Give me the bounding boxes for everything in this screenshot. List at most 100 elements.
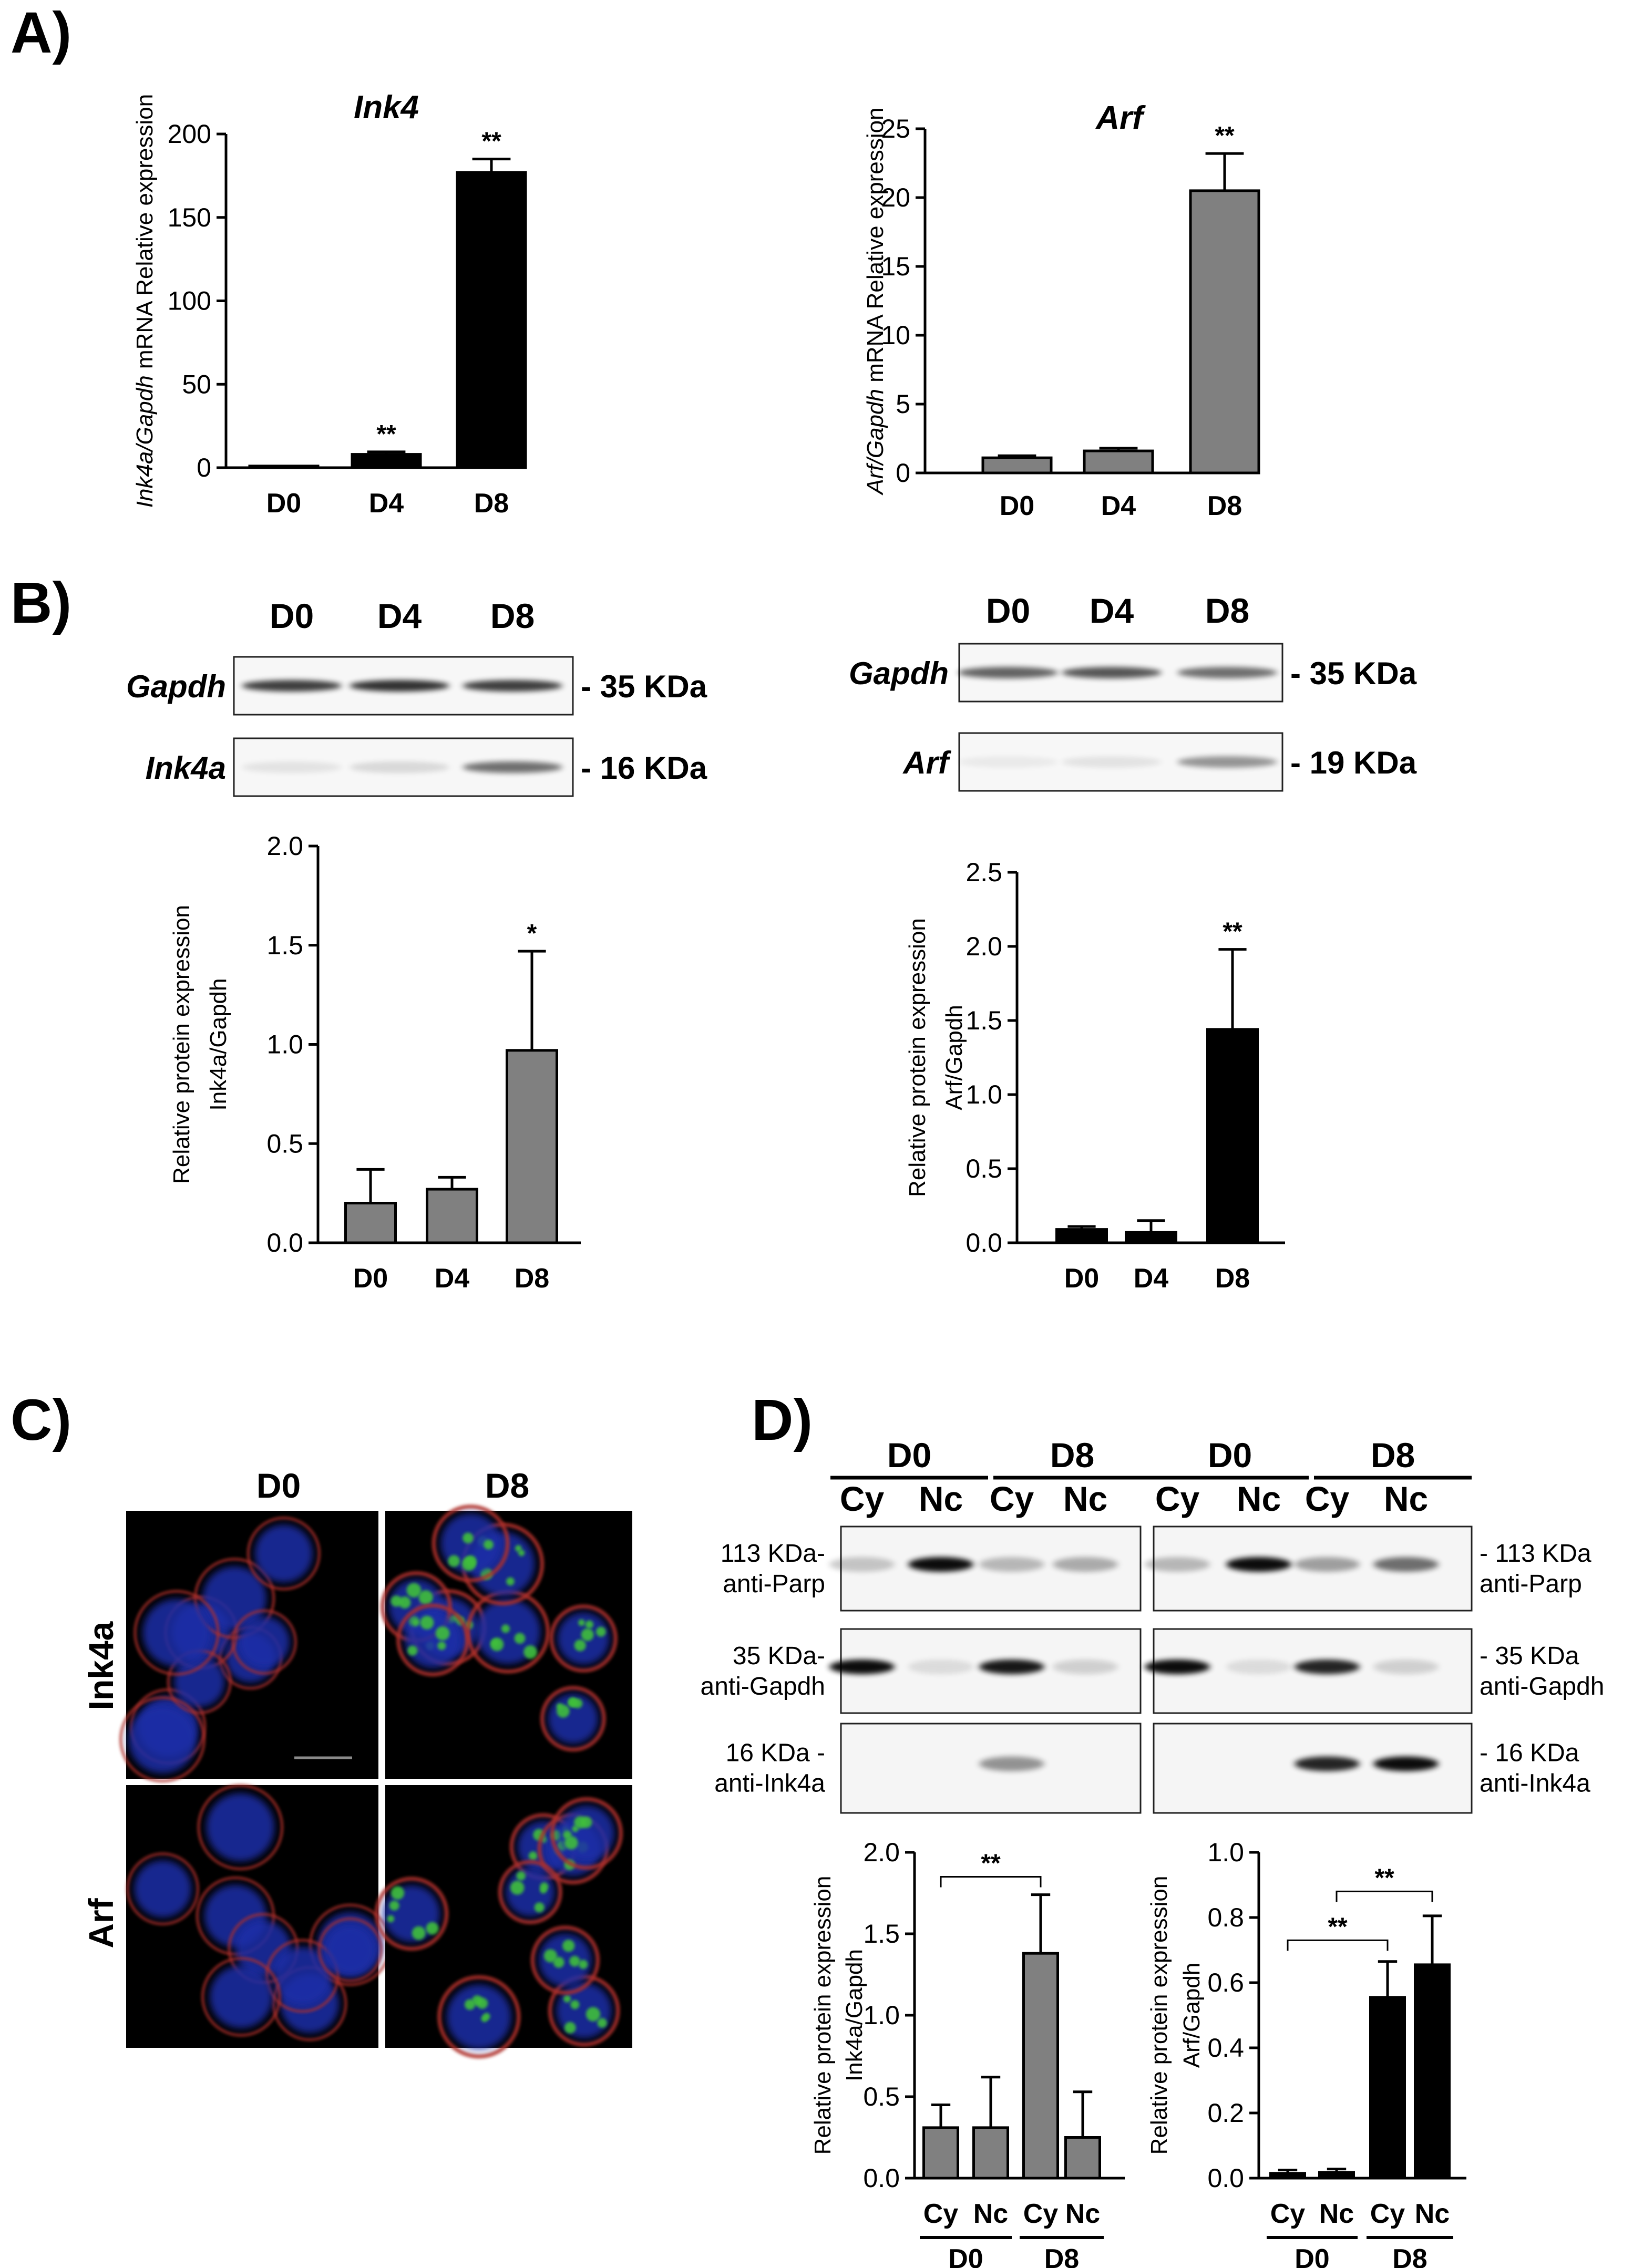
green-signal: [585, 1620, 594, 1629]
group-label: D8: [1050, 1436, 1094, 1475]
y-axis-label: Relative protein expression: [905, 918, 930, 1197]
bar: [1206, 1028, 1259, 1244]
panel-letter-a: A): [11, 1, 71, 65]
cell-membrane: [133, 1590, 220, 1676]
significance-label: **: [481, 128, 501, 156]
cell-nucleus: [404, 1612, 461, 1668]
blot-protein-label: Ink4a: [146, 750, 226, 786]
x-tick-label: D8: [1215, 1263, 1250, 1294]
lane-label: D0: [270, 596, 314, 635]
bar: [506, 1049, 558, 1244]
green-signal: [435, 1626, 450, 1641]
panel-letter-b: B): [11, 571, 71, 635]
y-tick-label: 15: [881, 252, 910, 281]
significance-label: **: [1223, 918, 1242, 946]
cell-membrane: [540, 1686, 607, 1752]
y-tick-label: 0.8: [1207, 1903, 1244, 1932]
green-signal: [562, 1940, 575, 1952]
chart-title: Arf: [1095, 100, 1146, 136]
bar: [1083, 449, 1154, 475]
blot-label-left: 16 KDa -: [726, 1739, 825, 1767]
y-tick-label: 0.5: [863, 2082, 900, 2111]
green-signal: [553, 1956, 564, 1968]
x-tick-label: D4: [435, 1263, 470, 1294]
green-signal: [543, 1949, 558, 1963]
protein-band: [350, 680, 449, 692]
lane-label: Nc: [1237, 1479, 1281, 1518]
protein-band: [242, 761, 342, 773]
y-tick-label: 2.5: [966, 858, 1002, 887]
green-signal: [490, 1637, 504, 1652]
y-tick-label: 0.5: [266, 1129, 303, 1158]
lane-label: D8: [490, 596, 535, 635]
green-signal: [578, 1960, 588, 1969]
y-tick-label: 20: [881, 183, 910, 212]
y-tick-label: 1.0: [1207, 1838, 1244, 1867]
y-tick-label: 0.0: [266, 1228, 303, 1257]
green-signal: [514, 1633, 526, 1644]
significance-label: *: [527, 920, 537, 947]
x-tick-label: Cy: [1370, 2199, 1405, 2229]
bar: [1318, 2171, 1355, 2180]
row-label: Ink4a: [81, 1621, 120, 1710]
bar: [981, 456, 1053, 475]
blot-protein-label: Gapdh: [126, 669, 226, 704]
blot-protein-label: Gapdh: [849, 656, 949, 691]
bracket-label: **: [1374, 1864, 1394, 1892]
green-signal: [569, 1955, 580, 1967]
cell-nucleus: [209, 1965, 273, 2028]
protein-band: [1145, 1557, 1210, 1572]
green-signal: [437, 1641, 446, 1651]
significance-bracket: [940, 1876, 1042, 1888]
chart-title: Ink4: [354, 89, 419, 126]
green-signal: [578, 1619, 585, 1626]
lane-label: D4: [377, 596, 422, 635]
protein-band: [1177, 756, 1277, 768]
bar: [344, 1202, 397, 1244]
blot-label-left: anti-Ink4a: [714, 1769, 825, 1797]
bar: [1022, 1952, 1059, 2180]
green-signal: [476, 1997, 488, 2009]
protein-band: [242, 680, 342, 692]
protein-band: [1295, 1557, 1360, 1572]
y-tick-label: 0: [197, 453, 211, 482]
cell-membrane: [197, 1784, 284, 1870]
lane-label: Cy: [840, 1479, 885, 1518]
y-tick-label: 0.0: [1207, 2163, 1244, 2193]
bar: [426, 1188, 478, 1244]
group-label: D8: [1392, 2244, 1427, 2268]
cell-nucleus: [173, 1656, 225, 1707]
blot-label-left: anti-Gapdh: [701, 1673, 826, 1700]
x-tick-label: D8: [1207, 491, 1242, 521]
chart-a-arf: 0 5 10 15 20 25 Arf Arf/Gapdh mRNA Relative exp…: [862, 100, 1260, 521]
cell-membrane: [232, 1609, 297, 1675]
x-tick-label: Nc: [1415, 2199, 1450, 2229]
green-signal: [570, 2000, 580, 2009]
chart-b-arf: 0.0 0.5 1.0 1.5 2.0 2.5 Relative protein expre…: [905, 858, 1285, 1294]
y-tick-label: 2.0: [863, 1838, 900, 1867]
molecular-weight-label: - 35 KDa: [581, 669, 707, 704]
cell-nucleus: [239, 1616, 290, 1668]
protein-band: [908, 1557, 973, 1572]
cell-membrane: [119, 1696, 206, 1782]
x-tick-label: D0: [1064, 1263, 1099, 1294]
cell-membrane: [498, 1860, 562, 1924]
y-tick-label: 0.5: [966, 1154, 1002, 1183]
y-tick-label: 0.2: [1207, 2098, 1244, 2128]
green-signal: [461, 1557, 476, 1571]
protein-band: [1295, 1659, 1360, 1674]
bar: [1125, 1231, 1177, 1244]
y-axis-label: Relative protein expression: [169, 905, 194, 1184]
lane-label: D0: [986, 591, 1030, 630]
protein-band: [1373, 1756, 1439, 1771]
cell-nucleus: [206, 1793, 275, 1862]
bar: [351, 453, 422, 469]
green-signal: [564, 1836, 578, 1850]
blot-label-right: anti-Ink4a: [1480, 1769, 1590, 1797]
y-tick-label: 2.0: [266, 831, 303, 861]
green-signal: [391, 1595, 402, 1607]
y-axis-label: Relative protein expression: [1146, 1876, 1172, 2155]
chart-d-ink4a: 0.0 0.5 1.0 1.5 2.0 Relative protein expressi…: [810, 1838, 1125, 2268]
green-signal: [563, 1995, 571, 2003]
green-signal: [426, 1922, 439, 1935]
